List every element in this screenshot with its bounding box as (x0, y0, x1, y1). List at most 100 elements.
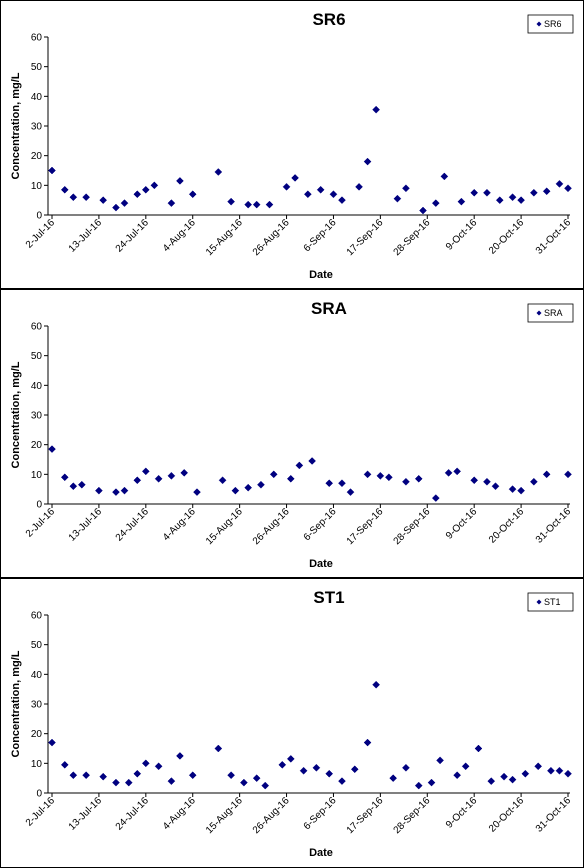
x-tick-label: 20-Oct-16 (487, 506, 527, 546)
data-point (346, 488, 355, 496)
data-point (363, 738, 372, 747)
data-point (99, 196, 108, 205)
x-tick-label: 13-Jul-16 (67, 795, 105, 833)
data-point (244, 200, 253, 209)
data-point (112, 203, 120, 212)
data-point (231, 486, 240, 495)
data-point (60, 473, 69, 482)
data-point (265, 200, 274, 209)
data-point (355, 182, 363, 191)
x-tick-label: 17-Sep-16 (345, 795, 386, 836)
data-point (48, 445, 56, 453)
data-point (291, 174, 299, 182)
chart-svg: ST1 0 10 20 30 40 50 60 2-Jul-16 13-Jul-16 24-Jul-… (10, 588, 574, 859)
y-tick-label: 0 (36, 789, 42, 800)
x-tick-label: 2-Jul-16 (24, 795, 58, 829)
data-point (154, 762, 163, 771)
y-axis-label: Concentration, mg/L (10, 650, 22, 757)
y-tick-label: 60 (31, 611, 43, 622)
data-point (278, 760, 287, 769)
data-point (133, 476, 142, 485)
x-tick-label: 17-Sep-16 (345, 506, 386, 547)
data-point (69, 482, 78, 491)
x-axis-label: Date (309, 269, 333, 281)
x-tick-label: 24-Jul-16 (114, 795, 152, 833)
legend: SRA (527, 303, 574, 323)
data-point (227, 197, 235, 206)
data-point (167, 471, 176, 480)
y-tick-label: 10 (31, 470, 43, 481)
data-point (282, 182, 291, 191)
legend-marker (536, 599, 542, 605)
data-point (286, 755, 295, 763)
data-point (112, 778, 120, 787)
y-tick-label: 60 (31, 322, 43, 333)
data-point (77, 480, 86, 489)
data-point (120, 486, 129, 495)
x-tick-label: 17-Sep-16 (345, 217, 386, 258)
data-point (214, 168, 223, 176)
x-tick-label: 20-Oct-16 (487, 795, 527, 835)
data-point (555, 179, 564, 188)
y-tick-label: 30 (31, 122, 43, 133)
data-point (69, 193, 78, 202)
y-tick-label: 60 (31, 33, 43, 44)
data-point (338, 196, 346, 205)
x-tick-label: 28-Sep-16 (392, 795, 433, 836)
x-tick-label: 28-Sep-16 (392, 217, 433, 258)
data-point (530, 188, 538, 197)
data-point (240, 778, 248, 787)
x-tick-label: 13-Jul-16 (67, 506, 105, 544)
data-point (457, 197, 466, 206)
legend-marker (536, 21, 542, 27)
data-point (227, 771, 235, 780)
legend: SR6 (527, 14, 574, 34)
data-point (431, 494, 440, 502)
data-point (461, 762, 470, 771)
y-tick-label: 50 (31, 62, 43, 73)
legend-box (527, 592, 574, 612)
data-point (329, 190, 338, 199)
data-point (82, 771, 90, 780)
data-point (180, 468, 189, 477)
data-point (325, 479, 334, 488)
chart-svg: SR6 0 10 20 30 40 50 60 2-Jul-16 13-Jul-16 24-Jul-… (10, 10, 574, 281)
data-point (453, 467, 461, 476)
data-point (436, 756, 444, 765)
x-tick-label: 20-Oct-16 (487, 217, 527, 257)
data-point (555, 766, 564, 775)
data-point (508, 775, 517, 784)
y-tick-label: 30 (31, 411, 43, 422)
chart-title: SRA (311, 299, 347, 318)
legend-label: ST1 (544, 597, 561, 607)
legend: ST1 (527, 592, 574, 612)
data-point (372, 680, 380, 689)
data-point (393, 194, 402, 203)
data-point (491, 482, 500, 491)
data-point (414, 781, 423, 790)
data-point (338, 479, 346, 488)
legend-box (527, 303, 574, 323)
data-point (120, 199, 129, 207)
y-tick-label: 50 (31, 640, 43, 651)
data-point (218, 476, 227, 485)
data-point (376, 471, 385, 480)
legend-box (527, 14, 574, 34)
data-point (286, 474, 295, 483)
data-point (299, 766, 308, 775)
x-tick-label: 2-Jul-16 (24, 217, 58, 251)
data-point (495, 196, 504, 205)
y-tick-label: 50 (31, 351, 43, 362)
data-point (48, 738, 56, 747)
data-point (295, 461, 304, 470)
data-point (402, 763, 410, 772)
data-point (440, 172, 449, 181)
data-point (141, 759, 150, 768)
x-tick-label: 24-Jul-16 (114, 217, 152, 255)
data-point (547, 766, 555, 775)
data-point (402, 477, 410, 486)
data-point (500, 772, 508, 781)
data-point (95, 486, 103, 495)
data-point (487, 777, 496, 785)
data-point (483, 188, 491, 197)
